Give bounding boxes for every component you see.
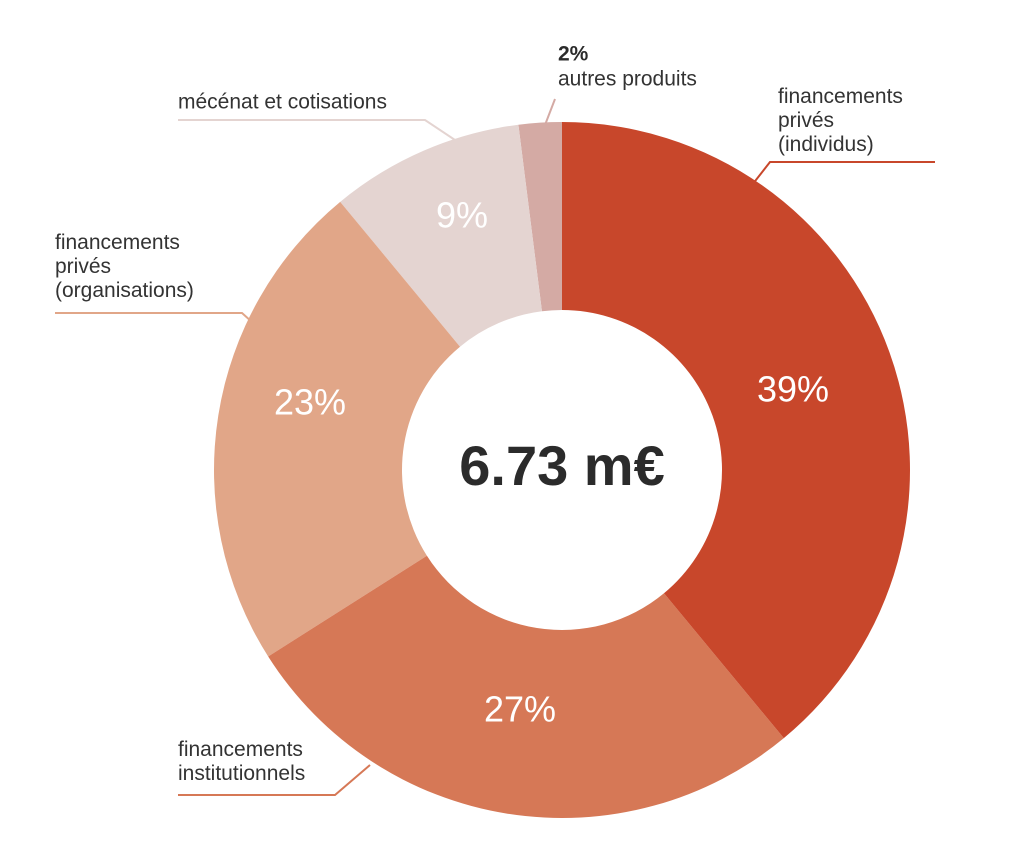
donut-segment bbox=[340, 124, 542, 347]
value-label: 9% bbox=[436, 195, 488, 236]
value-label: 39% bbox=[757, 369, 829, 410]
category-label: autres produits bbox=[558, 68, 697, 91]
leader-line bbox=[178, 764, 371, 796]
donut-segment bbox=[268, 555, 784, 818]
center-label: 6.73 m€ bbox=[459, 434, 665, 497]
category-label: financements privés (organisations) bbox=[55, 231, 194, 302]
leader-line bbox=[544, 98, 556, 126]
value-label: 23% bbox=[274, 382, 346, 423]
value-label: 2% bbox=[558, 43, 589, 66]
leader-line bbox=[178, 119, 456, 141]
donut-segment bbox=[214, 201, 461, 657]
category-label: financements institutionnels bbox=[178, 738, 305, 785]
donut-segment bbox=[562, 122, 911, 739]
category-label: mécénat et cotisations bbox=[178, 91, 387, 114]
leader-line bbox=[751, 161, 935, 186]
leader-line bbox=[55, 312, 253, 323]
donut-segment bbox=[518, 122, 562, 312]
category-label: financements privés (individus) bbox=[778, 85, 903, 156]
value-label: 27% bbox=[484, 689, 556, 730]
